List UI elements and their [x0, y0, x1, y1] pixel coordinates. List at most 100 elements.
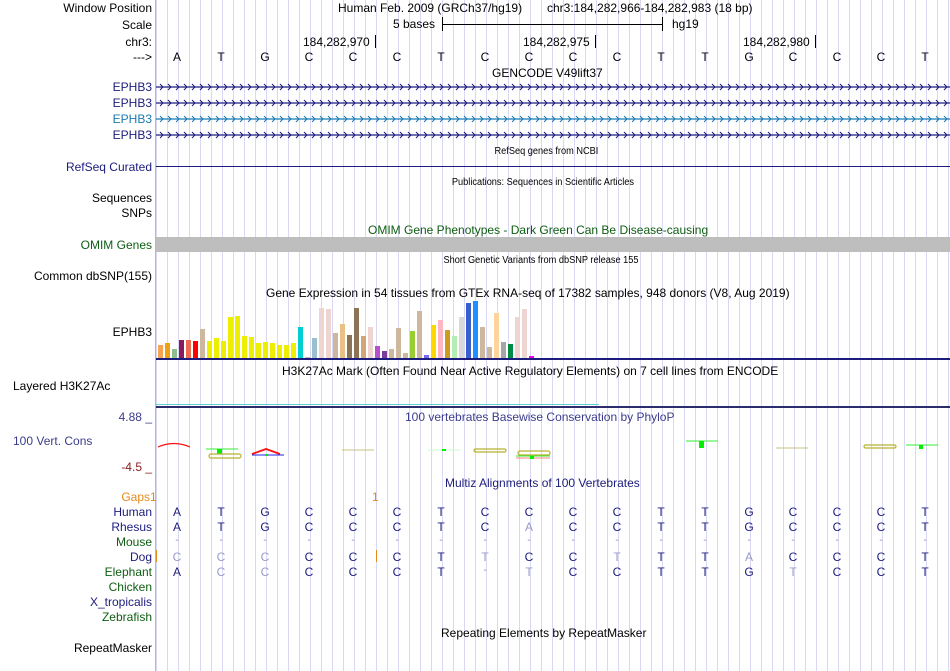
- gtex-tissue-bar[interactable]: [466, 303, 471, 358]
- gtex-tissue-bar[interactable]: [214, 338, 219, 358]
- gtex-tissue-bar[interactable]: [452, 336, 457, 358]
- phylop-max: 4.88 _: [118, 410, 152, 424]
- species-label[interactable]: Mouse: [115, 535, 152, 549]
- gtex-tissue-bar[interactable]: [431, 325, 436, 358]
- gtex-tissue-bar[interactable]: [515, 317, 520, 358]
- species-label[interactable]: Human: [113, 505, 152, 519]
- gtex-tissue-bar[interactable]: [284, 345, 289, 358]
- alignment-base: C: [832, 550, 842, 564]
- alignment-base: C: [612, 520, 622, 534]
- gtex-tissue-bar[interactable]: [207, 341, 212, 358]
- gencode-transcript[interactable]: [156, 130, 950, 140]
- gtex-tissue-bar[interactable]: [529, 356, 534, 358]
- gtex-tissue-bar[interactable]: [347, 335, 352, 358]
- gtex-tissue-bar[interactable]: [228, 317, 233, 358]
- omim-label[interactable]: OMIM Genes: [80, 238, 152, 252]
- gtex-tissue-bar[interactable]: [172, 349, 177, 358]
- phylop-label[interactable]: 100 Vert. Cons: [13, 434, 93, 448]
- gencode-transcript[interactable]: [156, 114, 950, 124]
- gencode-item-label[interactable]: EPHB3: [112, 96, 152, 110]
- h3k27ac-label[interactable]: Layered H3K27Ac: [13, 379, 111, 393]
- gtex-tissue-bar[interactable]: [179, 340, 184, 358]
- gtex-tissue-bar[interactable]: [396, 328, 401, 358]
- gtex-tissue-bar[interactable]: [158, 345, 163, 358]
- phylop-mark: [517, 450, 551, 456]
- gtex-tissue-bar[interactable]: [494, 313, 499, 358]
- refseq-gene-line[interactable]: [156, 166, 950, 167]
- gtex-tissue-bar[interactable]: [522, 309, 527, 358]
- alignment-base: G: [744, 520, 754, 534]
- gtex-tissue-bar[interactable]: [389, 349, 394, 358]
- species-label[interactable]: Zebrafish: [101, 610, 152, 624]
- gtex-tissue-bar[interactable]: [200, 329, 205, 358]
- gtex-bar-chart[interactable]: [156, 300, 534, 358]
- gtex-tissue-bar[interactable]: [333, 333, 338, 358]
- species-label[interactable]: X_tropicalis: [89, 595, 152, 609]
- gtex-tissue-bar[interactable]: [361, 336, 366, 358]
- gtex-tissue-bar[interactable]: [263, 342, 268, 358]
- gtex-tissue-bar[interactable]: [382, 351, 387, 358]
- gtex-tissue-bar[interactable]: [298, 327, 303, 358]
- gtex-tissue-bar[interactable]: [368, 327, 373, 358]
- repeatmasker-label[interactable]: RepeatMasker: [73, 641, 152, 655]
- gtex-tissue-bar[interactable]: [445, 330, 450, 358]
- dbsnp-label[interactable]: Common dbSNP(155): [33, 269, 152, 283]
- gtex-tissue-bar[interactable]: [508, 344, 513, 358]
- gtex-tissue-bar[interactable]: [305, 357, 310, 358]
- gtex-tissue-bar[interactable]: [487, 347, 492, 358]
- alignment-base: T: [437, 520, 445, 534]
- gtex-tissue-bar[interactable]: [270, 343, 275, 358]
- gtex-tissue-bar[interactable]: [235, 316, 240, 358]
- pubs-label[interactable]: Sequences: [91, 191, 152, 205]
- gtex-tissue-bar[interactable]: [410, 331, 415, 358]
- gtex-tissue-bar[interactable]: [326, 309, 331, 358]
- alignment-base: A: [172, 565, 181, 579]
- alignment-base: -: [703, 535, 707, 546]
- gtex-tissue-bar[interactable]: [186, 340, 191, 358]
- snps-label[interactable]: SNPs: [121, 206, 152, 220]
- gtex-tissue-bar[interactable]: [221, 341, 226, 358]
- phylop-mark: [473, 448, 507, 453]
- species-label[interactable]: Elephant: [104, 565, 152, 579]
- gencode-item-label[interactable]: EPHB3: [112, 112, 152, 126]
- phylop-mark: [157, 442, 191, 448]
- position-readout[interactable]: chr3:184,282,966-184,282,983 (18 bp): [547, 1, 753, 15]
- gtex-tissue-bar[interactable]: [319, 308, 324, 358]
- gtex-tissue-bar[interactable]: [417, 311, 422, 358]
- alignment-base: T: [657, 520, 665, 534]
- gtex-tissue-bar[interactable]: [438, 320, 443, 358]
- species-label[interactable]: Dog: [129, 550, 152, 564]
- gaps-label[interactable]: Gaps: [121, 490, 150, 504]
- gtex-tissue-bar[interactable]: [459, 317, 464, 358]
- gtex-label[interactable]: EPHB3: [112, 325, 152, 339]
- gtex-tissue-bar[interactable]: [473, 301, 478, 358]
- species-label[interactable]: Chicken: [108, 580, 152, 594]
- alignment-base: T: [613, 550, 621, 564]
- gtex-tissue-bar[interactable]: [249, 337, 254, 358]
- gencode-transcript[interactable]: [156, 82, 950, 92]
- gtex-tissue-bar[interactable]: [354, 308, 359, 358]
- tick-mark-1: [375, 35, 376, 48]
- scale-db: hg19: [672, 17, 699, 31]
- gtex-tissue-bar[interactable]: [375, 346, 380, 358]
- gtex-tissue-bar[interactable]: [424, 355, 429, 358]
- gtex-tissue-bar[interactable]: [256, 343, 261, 358]
- refseq-label[interactable]: RefSeq Curated: [65, 160, 152, 174]
- gtex-tissue-bar[interactable]: [480, 327, 485, 358]
- gtex-tissue-bar[interactable]: [277, 345, 282, 358]
- gencode-item-label[interactable]: EPHB3: [112, 128, 152, 142]
- gtex-tissue-bar[interactable]: [193, 341, 198, 358]
- gtex-tissue-bar[interactable]: [501, 342, 506, 358]
- gencode-transcript[interactable]: [156, 98, 950, 108]
- gtex-tissue-bar[interactable]: [403, 353, 408, 358]
- gtex-tissue-bar[interactable]: [165, 343, 170, 358]
- gtex-tissue-bar[interactable]: [242, 336, 247, 358]
- species-label[interactable]: Rhesus: [111, 520, 152, 534]
- gtex-tissue-bar[interactable]: [291, 343, 296, 358]
- alignment-base: C: [524, 550, 534, 564]
- alignment-base: T: [437, 565, 445, 579]
- gtex-tissue-bar[interactable]: [312, 338, 317, 358]
- gtex-tissue-bar[interactable]: [340, 324, 345, 358]
- gencode-item-label[interactable]: EPHB3: [112, 80, 152, 94]
- omim-gene-bar[interactable]: [156, 237, 950, 252]
